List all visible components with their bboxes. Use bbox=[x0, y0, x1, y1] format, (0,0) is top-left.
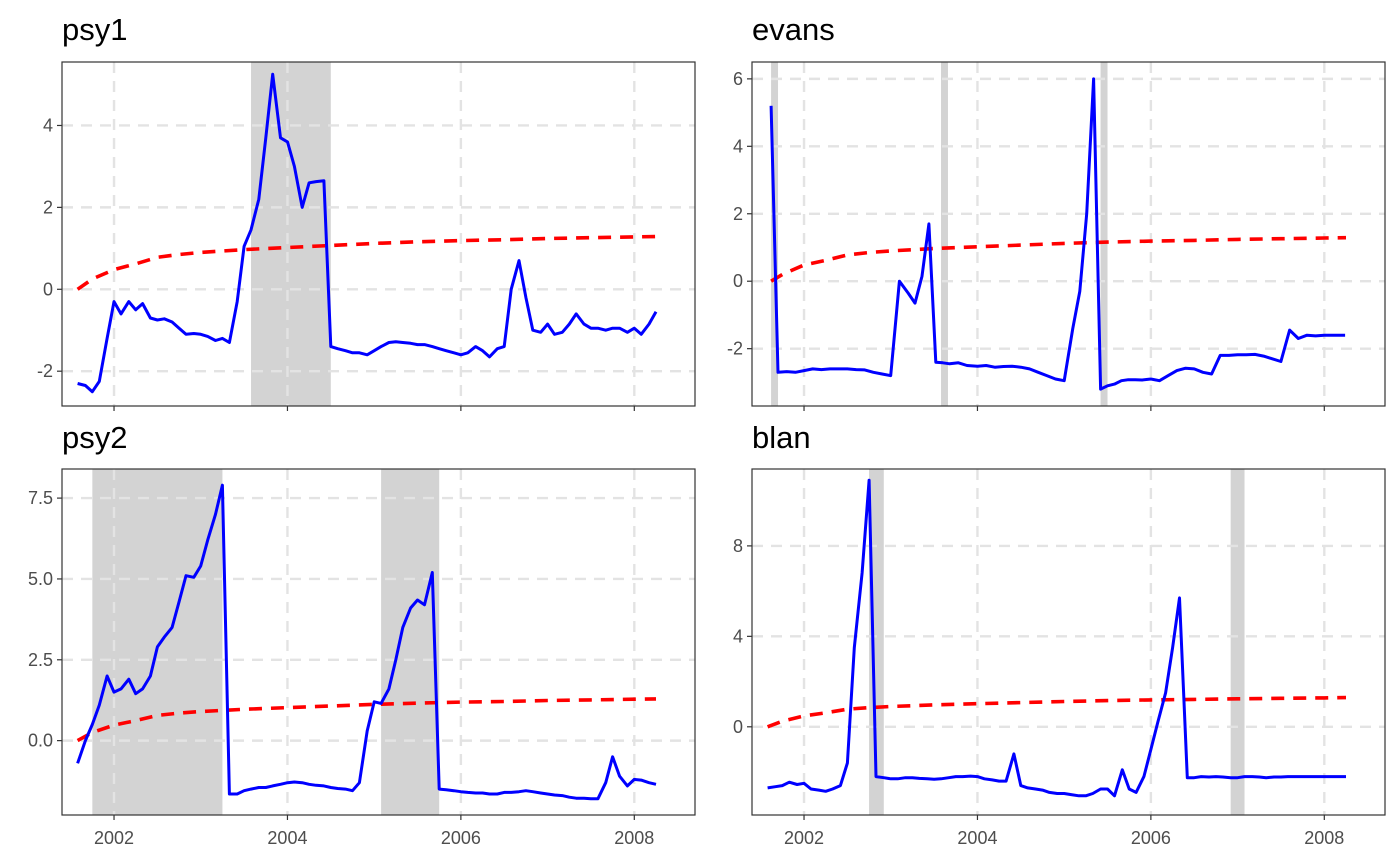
shaded-period bbox=[941, 62, 948, 406]
y-tick-label: 0 bbox=[733, 271, 743, 291]
panel-psy2: 0.0 2.5 5.0 7.5 2002 2004 2006 2008 psy2 bbox=[28, 420, 696, 848]
plot-frame bbox=[751, 468, 1386, 816]
y-tick-label: 0.0 bbox=[28, 731, 53, 751]
panel-title: blan bbox=[752, 420, 811, 455]
critical-value-line bbox=[770, 235, 1347, 283]
shaded-period bbox=[381, 469, 440, 815]
gridlines bbox=[62, 62, 695, 406]
x-tick-label: 2008 bbox=[1304, 828, 1344, 848]
shaded-period bbox=[1100, 62, 1108, 406]
critical-value-line bbox=[766, 695, 1347, 729]
statistic-line bbox=[77, 72, 658, 394]
y-tick-label: 2 bbox=[733, 204, 743, 224]
shaded-period bbox=[869, 469, 884, 815]
y-tick-label: 7.5 bbox=[28, 488, 53, 508]
y-tick-label: 4 bbox=[43, 115, 53, 135]
shaded-period bbox=[251, 62, 331, 406]
shaded-period bbox=[92, 469, 223, 815]
panel-title: psy2 bbox=[62, 420, 127, 455]
series-group bbox=[766, 478, 1347, 798]
panel-title: psy1 bbox=[62, 12, 127, 47]
shaded-period bbox=[1230, 469, 1245, 815]
gridlines bbox=[752, 469, 1385, 815]
y-tick-label: 5.0 bbox=[28, 569, 53, 589]
plot-frame bbox=[751, 61, 1386, 407]
y-tick-label: 2 bbox=[43, 197, 53, 217]
plot-frame bbox=[61, 468, 696, 816]
x-tick-label: 2006 bbox=[441, 828, 481, 848]
x-tick-label: 2002 bbox=[784, 828, 824, 848]
plot-background bbox=[62, 62, 695, 406]
series-group bbox=[76, 72, 658, 394]
statistic-line bbox=[767, 478, 1346, 798]
x-tick-label: 2004 bbox=[267, 828, 307, 848]
plot-frame bbox=[61, 61, 696, 407]
x-tick-label: 2008 bbox=[614, 828, 654, 848]
y-tick-label: 4 bbox=[733, 626, 743, 646]
panel-title: evans bbox=[752, 12, 835, 47]
gridlines bbox=[752, 62, 1385, 406]
series-group bbox=[769, 77, 1347, 391]
critical-value-line bbox=[76, 234, 657, 291]
y-tick-label: 4 bbox=[733, 136, 743, 156]
statistic-line bbox=[76, 483, 657, 801]
x-tick-label: 2004 bbox=[957, 828, 997, 848]
y-tick-label: 2.5 bbox=[28, 650, 53, 670]
y-tick-label: -2 bbox=[727, 339, 743, 359]
y-tick-label: 0 bbox=[43, 279, 53, 299]
panel-blan: 0 4 8 2002 2004 2006 2008 blan bbox=[733, 420, 1386, 848]
panel-psy1: -2 0 2 4 psy1 bbox=[37, 12, 696, 411]
panel-evans: -2 0 2 4 6 evans bbox=[727, 12, 1386, 411]
statistic-line bbox=[769, 77, 1346, 391]
y-tick-label: -2 bbox=[37, 361, 53, 381]
series-group bbox=[76, 483, 657, 801]
y-tick-label: 0 bbox=[733, 717, 743, 737]
plot-background bbox=[752, 469, 1385, 815]
x-tick-label: 2006 bbox=[1131, 828, 1171, 848]
gridlines bbox=[62, 469, 695, 815]
x-tick-label: 2002 bbox=[94, 828, 134, 848]
y-tick-label: 6 bbox=[733, 69, 743, 89]
y-tick-label: 8 bbox=[733, 536, 743, 556]
